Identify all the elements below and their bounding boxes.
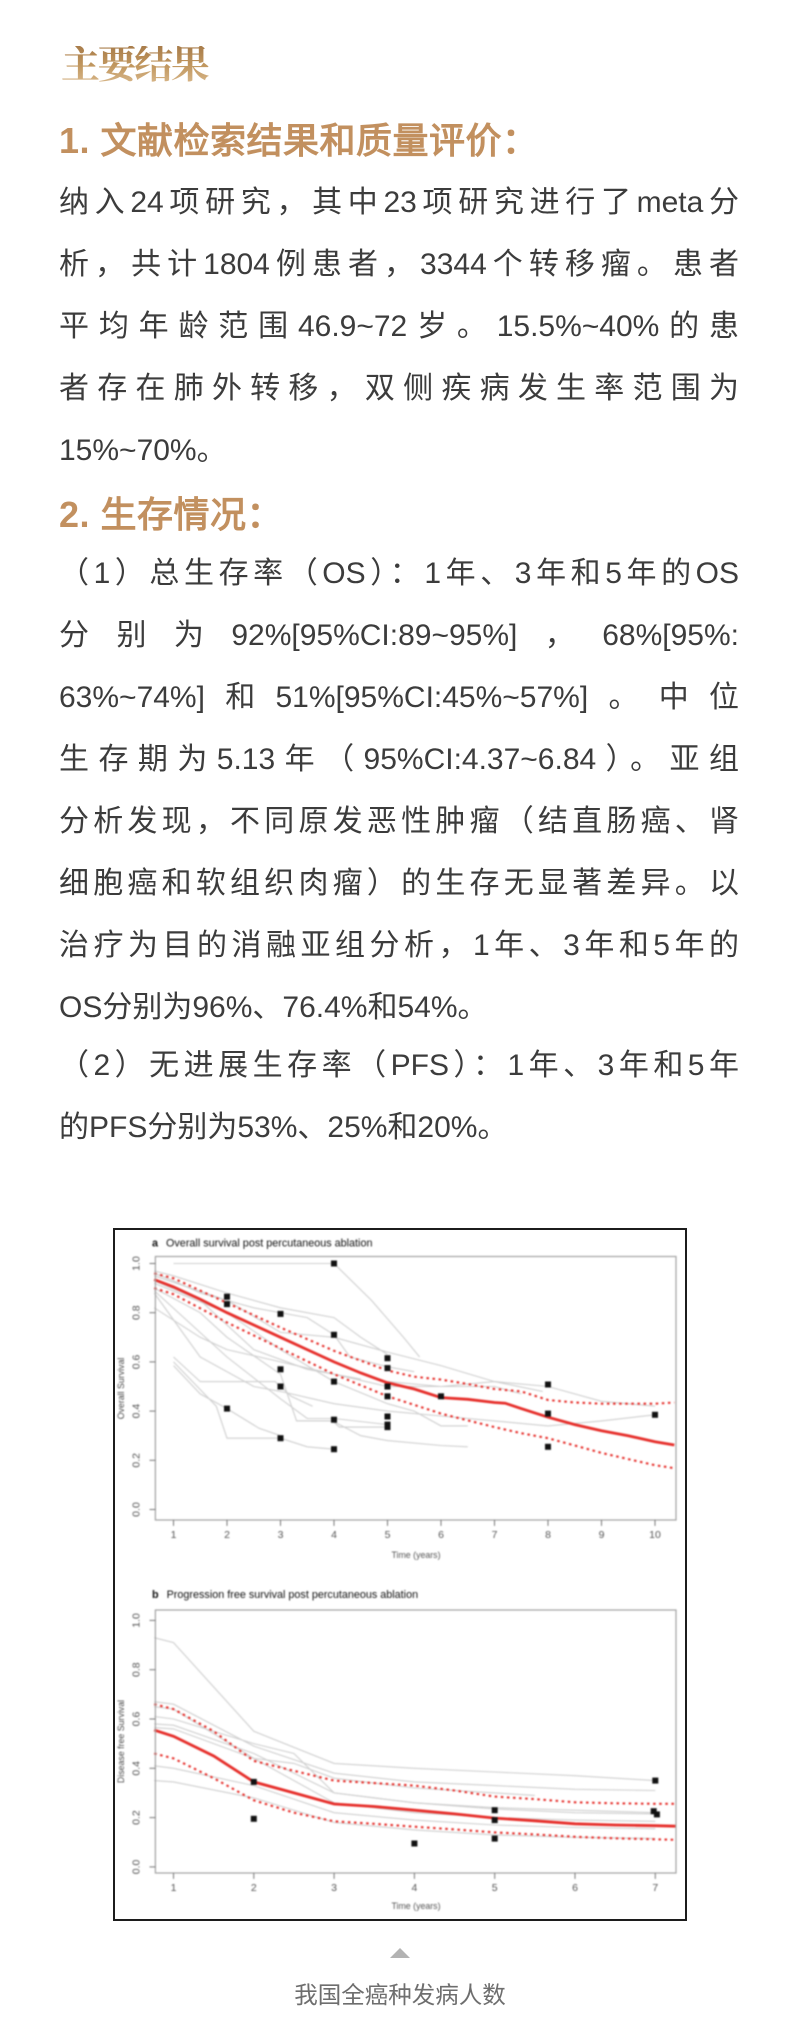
svg-text:Time (years): Time (years) xyxy=(391,1901,440,1911)
svg-text:0.4: 0.4 xyxy=(131,1404,143,1419)
svg-text:7: 7 xyxy=(492,1529,498,1541)
svg-text:1.0: 1.0 xyxy=(131,1613,143,1628)
svg-text:6: 6 xyxy=(438,1529,444,1541)
svg-text:0.6: 0.6 xyxy=(131,1354,143,1369)
svg-text:Disease free Survival: Disease free Survival xyxy=(116,1700,126,1783)
svg-text:2: 2 xyxy=(251,1882,257,1894)
svg-text:1: 1 xyxy=(171,1882,177,1894)
svg-text:5: 5 xyxy=(385,1529,391,1541)
svg-text:Overall Survival: Overall Survival xyxy=(116,1358,126,1420)
svg-text:1: 1 xyxy=(171,1529,177,1541)
svg-text:7: 7 xyxy=(652,1882,658,1894)
svg-text:9: 9 xyxy=(599,1529,605,1541)
svg-text:0.6: 0.6 xyxy=(131,1712,143,1727)
svg-text:0.2: 0.2 xyxy=(131,1453,143,1468)
svg-text:5: 5 xyxy=(492,1882,498,1894)
svg-text:6: 6 xyxy=(572,1882,578,1894)
svg-text:0.2: 0.2 xyxy=(131,1810,143,1825)
svg-text:1.0: 1.0 xyxy=(131,1256,143,1271)
svg-text:10: 10 xyxy=(649,1529,661,1541)
svg-text:3: 3 xyxy=(331,1882,337,1894)
svg-text:4: 4 xyxy=(331,1529,337,1541)
svg-text:2: 2 xyxy=(224,1529,230,1541)
svg-text:4: 4 xyxy=(411,1882,417,1894)
svg-text:0.4: 0.4 xyxy=(131,1761,143,1776)
svg-text:0.8: 0.8 xyxy=(131,1305,143,1320)
svg-text:Time (years): Time (years) xyxy=(391,1550,440,1560)
svg-text:0.0: 0.0 xyxy=(131,1502,143,1517)
svg-text:8: 8 xyxy=(545,1529,551,1541)
svg-text:0.0: 0.0 xyxy=(131,1859,143,1874)
svg-text:3: 3 xyxy=(278,1529,284,1541)
svg-text:0.8: 0.8 xyxy=(131,1662,143,1677)
